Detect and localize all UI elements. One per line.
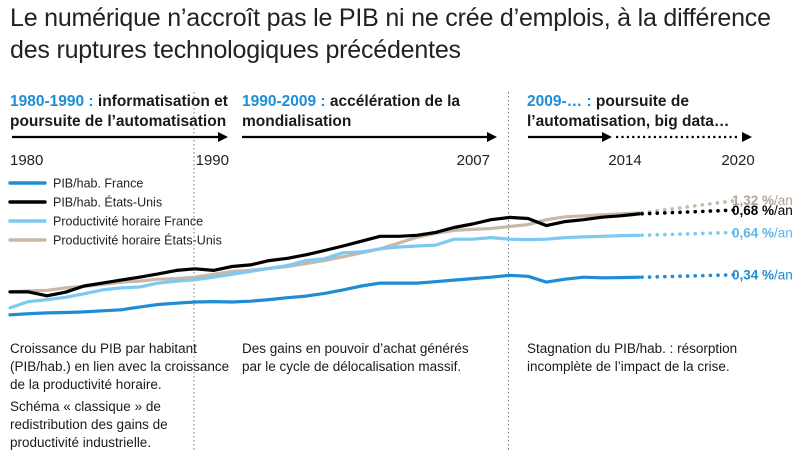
period-label: accélération de la mondialisation — [242, 93, 460, 130]
series-line — [8, 273, 641, 317]
note-left-1: Croissance du PIB par habitant (PIB/hab.… — [10, 341, 230, 392]
series-projection — [640, 198, 740, 215]
chart-title: Le numérique n’accroît pas le PIB ni ne … — [10, 4, 771, 64]
series-projection — [640, 272, 740, 280]
series-end-label: 0,64 %/an — [732, 225, 793, 240]
legend-label: PIB/hab. États-Unis — [53, 195, 162, 210]
period-1990-2009: 1990-2009 : accélération de la mondialis… — [242, 92, 482, 132]
x-tick-label: 1980 — [10, 152, 43, 169]
x-tick-label: 2014 — [608, 152, 641, 169]
period-years: 1990-2009 : — [242, 93, 326, 110]
note-right: Stagnation du PIB/hab. : résorption inco… — [527, 341, 738, 374]
x-tick-label: 2007 — [457, 152, 490, 169]
timeline-arrow-1980-1990-head — [218, 132, 228, 142]
note-middle: Des gains en pouvoir d’achat générés par… — [242, 341, 469, 374]
timeline-arrow-2009-2014-head — [602, 132, 612, 142]
series-line — [8, 211, 641, 294]
period-2009-onward: 2009-… : poursuite de l’automatisation, … — [527, 92, 757, 132]
period-label: informatisation et poursuite de l’automa… — [10, 93, 228, 130]
legend-label: PIB/hab. France — [53, 177, 143, 191]
period-years: 2009-… : — [527, 93, 592, 110]
series-end-label: 1,32 %/an — [732, 193, 793, 208]
x-tick-label: 1990 — [196, 152, 229, 169]
period-label: poursuite de l’automatisation, big data… — [527, 93, 730, 130]
period-years: 1980-1990 : — [10, 93, 94, 110]
series-projection — [640, 208, 740, 216]
legend-label: Productivité horaire France — [53, 215, 203, 229]
timeline-arrow-1990-2009-head — [487, 132, 497, 142]
series-end-label: 0,68 %/an — [732, 203, 793, 218]
series-line — [8, 233, 641, 310]
series-projection — [640, 230, 740, 238]
x-tick-label: 2020 — [721, 152, 754, 169]
timeline-projection-head — [742, 132, 752, 142]
period-1980-1990: 1980-1990 : informatisation et poursuite… — [10, 92, 235, 132]
series-line — [8, 212, 641, 298]
legend-label: Productivité horaire États-Unis — [53, 233, 222, 248]
note-left-2: Schéma « classique » de redistribution d… — [10, 399, 168, 450]
series-end-label: 0,34 %/an — [732, 268, 793, 283]
